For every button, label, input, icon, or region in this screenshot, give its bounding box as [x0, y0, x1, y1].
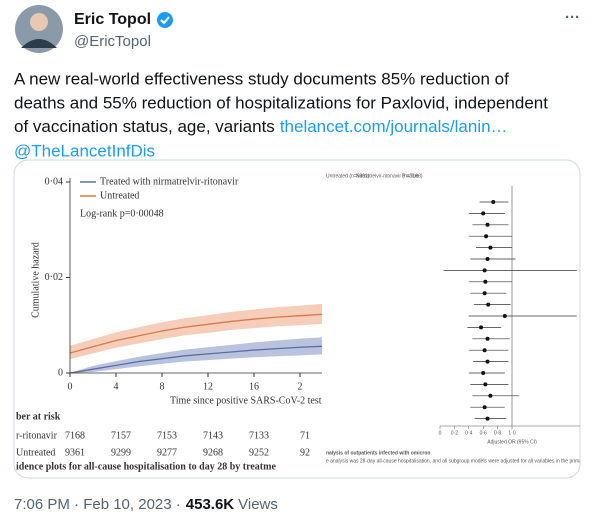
forest-tick-label: 0·4: [465, 430, 472, 436]
x-tick-label: 12: [203, 381, 213, 392]
estimate-point: [485, 257, 490, 261]
x-axis-label: Time since positive SARS-CoV-2 test (: [170, 395, 328, 406]
forest-header: Nirmatrelvir-ritonavir (n=7168): [356, 173, 423, 179]
y-tick-label: 0·02: [45, 272, 63, 283]
forest-tick-label: 0: [439, 430, 442, 436]
forest-header: Untreated (n=9361): [326, 173, 370, 179]
y-axis-label: Cumulative hazard: [30, 242, 41, 318]
ci-band: [70, 303, 322, 360]
x-tick-label: 16: [249, 381, 259, 392]
x-tick-label: 4: [114, 381, 119, 392]
risk-value: 9252: [249, 447, 269, 458]
tweet-link[interactable]: thelancet.com/journals/lanin…: [280, 117, 508, 136]
estimate-point: [481, 211, 486, 216]
estimate-point: [482, 405, 487, 410]
risk-value: 7153: [157, 430, 177, 441]
risk-value: 7143: [203, 430, 223, 441]
estimate-point: [502, 314, 507, 318]
view-count: 453.6K: [186, 496, 235, 513]
estimate-point: [486, 302, 491, 307]
tweet-meta: 7:06 PM · Feb 10, 2023 · 453.6K Views: [14, 496, 278, 513]
estimate-point: [481, 371, 486, 375]
risk-label: r-ritonavir: [16, 430, 58, 441]
x-tick-label: 8: [160, 381, 165, 392]
forest-tick-label: 0·6: [480, 430, 487, 436]
legend-label: Untreated: [100, 190, 139, 201]
risk-value: 7168: [65, 430, 85, 441]
risk-value: 9361: [65, 447, 85, 458]
estimate-point: [485, 416, 490, 421]
forest-note-title: nalysis of outpatients infected with omi…: [326, 450, 430, 456]
forest-plot: Untreated (n=9361)Nirmatrelvir-ritonavir…: [326, 173, 594, 464]
risk-value: 9268: [203, 447, 223, 458]
y-tick-label: 0·04: [45, 176, 63, 187]
estimate-point: [485, 336, 490, 341]
verified-check: [160, 16, 170, 25]
estimate-point: [488, 393, 493, 398]
risk-title: ber at risk: [16, 411, 61, 422]
estimate-point: [485, 359, 490, 364]
risk-value: 7133: [249, 430, 269, 441]
risk-label: Untreated: [16, 447, 55, 458]
estimate-point: [485, 222, 490, 227]
estimate-point: [484, 234, 489, 239]
forest-note: e analysis was 28-day all-cause hospital…: [326, 458, 594, 464]
estimate-point: [483, 279, 488, 284]
estimate-point: [482, 268, 487, 273]
x-tick-label: 0: [68, 381, 73, 392]
legend-label: Treated with nirmatrelvir-ritonavir: [100, 176, 239, 187]
author-handle[interactable]: @EricTopol: [74, 33, 151, 50]
verified-badge: [157, 12, 173, 28]
tweet-mention[interactable]: @TheLancetInfDis: [14, 141, 155, 160]
tweet-text: of vaccination status, age, variants: [14, 117, 275, 136]
estimate-point: [488, 245, 493, 250]
tweet-line: deaths and 55% reduction of hospitalizat…: [14, 93, 548, 112]
risk-value: 71: [300, 430, 310, 441]
estimate-point: [482, 348, 487, 353]
risk-value: 9277: [157, 447, 177, 458]
forest-tick-label: 0·8: [494, 430, 501, 436]
y-tick-label: 0: [58, 367, 63, 378]
risk-value: 7157: [111, 430, 131, 441]
forest-tick-label: 1·0: [508, 430, 515, 436]
more-menu[interactable]: ···: [565, 9, 580, 26]
timestamp[interactable]: 7:06 PM · Feb 10, 2023 ·: [14, 496, 181, 513]
avatar-face: [30, 13, 48, 31]
tweet-line: of vaccination status, age, variants thel…: [14, 117, 508, 136]
km-chart: Treated with nirmatrelvir-ritonavir Untre…: [16, 176, 328, 472]
estimate-point: [483, 382, 488, 387]
risk-value: 9299: [111, 447, 131, 458]
estimate-point: [482, 291, 487, 296]
avatar-body: [21, 39, 57, 48]
forest-tick-label: 0·2: [451, 430, 458, 436]
estimate-point: [479, 325, 484, 330]
hazard-line: [69, 345, 322, 374]
author-name[interactable]: Eric Topol: [74, 11, 151, 28]
estimate-point: [491, 200, 496, 204]
forest-header: P value: [402, 173, 419, 179]
x-tick-label: 2: [298, 381, 303, 392]
tweet-line: A new real-world effectiveness study doc…: [14, 69, 509, 88]
forest-xlabel: Adjusted OR (95% CI): [487, 439, 537, 445]
views-label: Views: [238, 496, 278, 513]
hazard-line: [69, 313, 322, 354]
annotation: Log-rank p=0·00048: [80, 208, 164, 219]
caption: idence plots for all-cause hospitalisati…: [16, 461, 276, 472]
risk-value: 92: [300, 447, 310, 458]
